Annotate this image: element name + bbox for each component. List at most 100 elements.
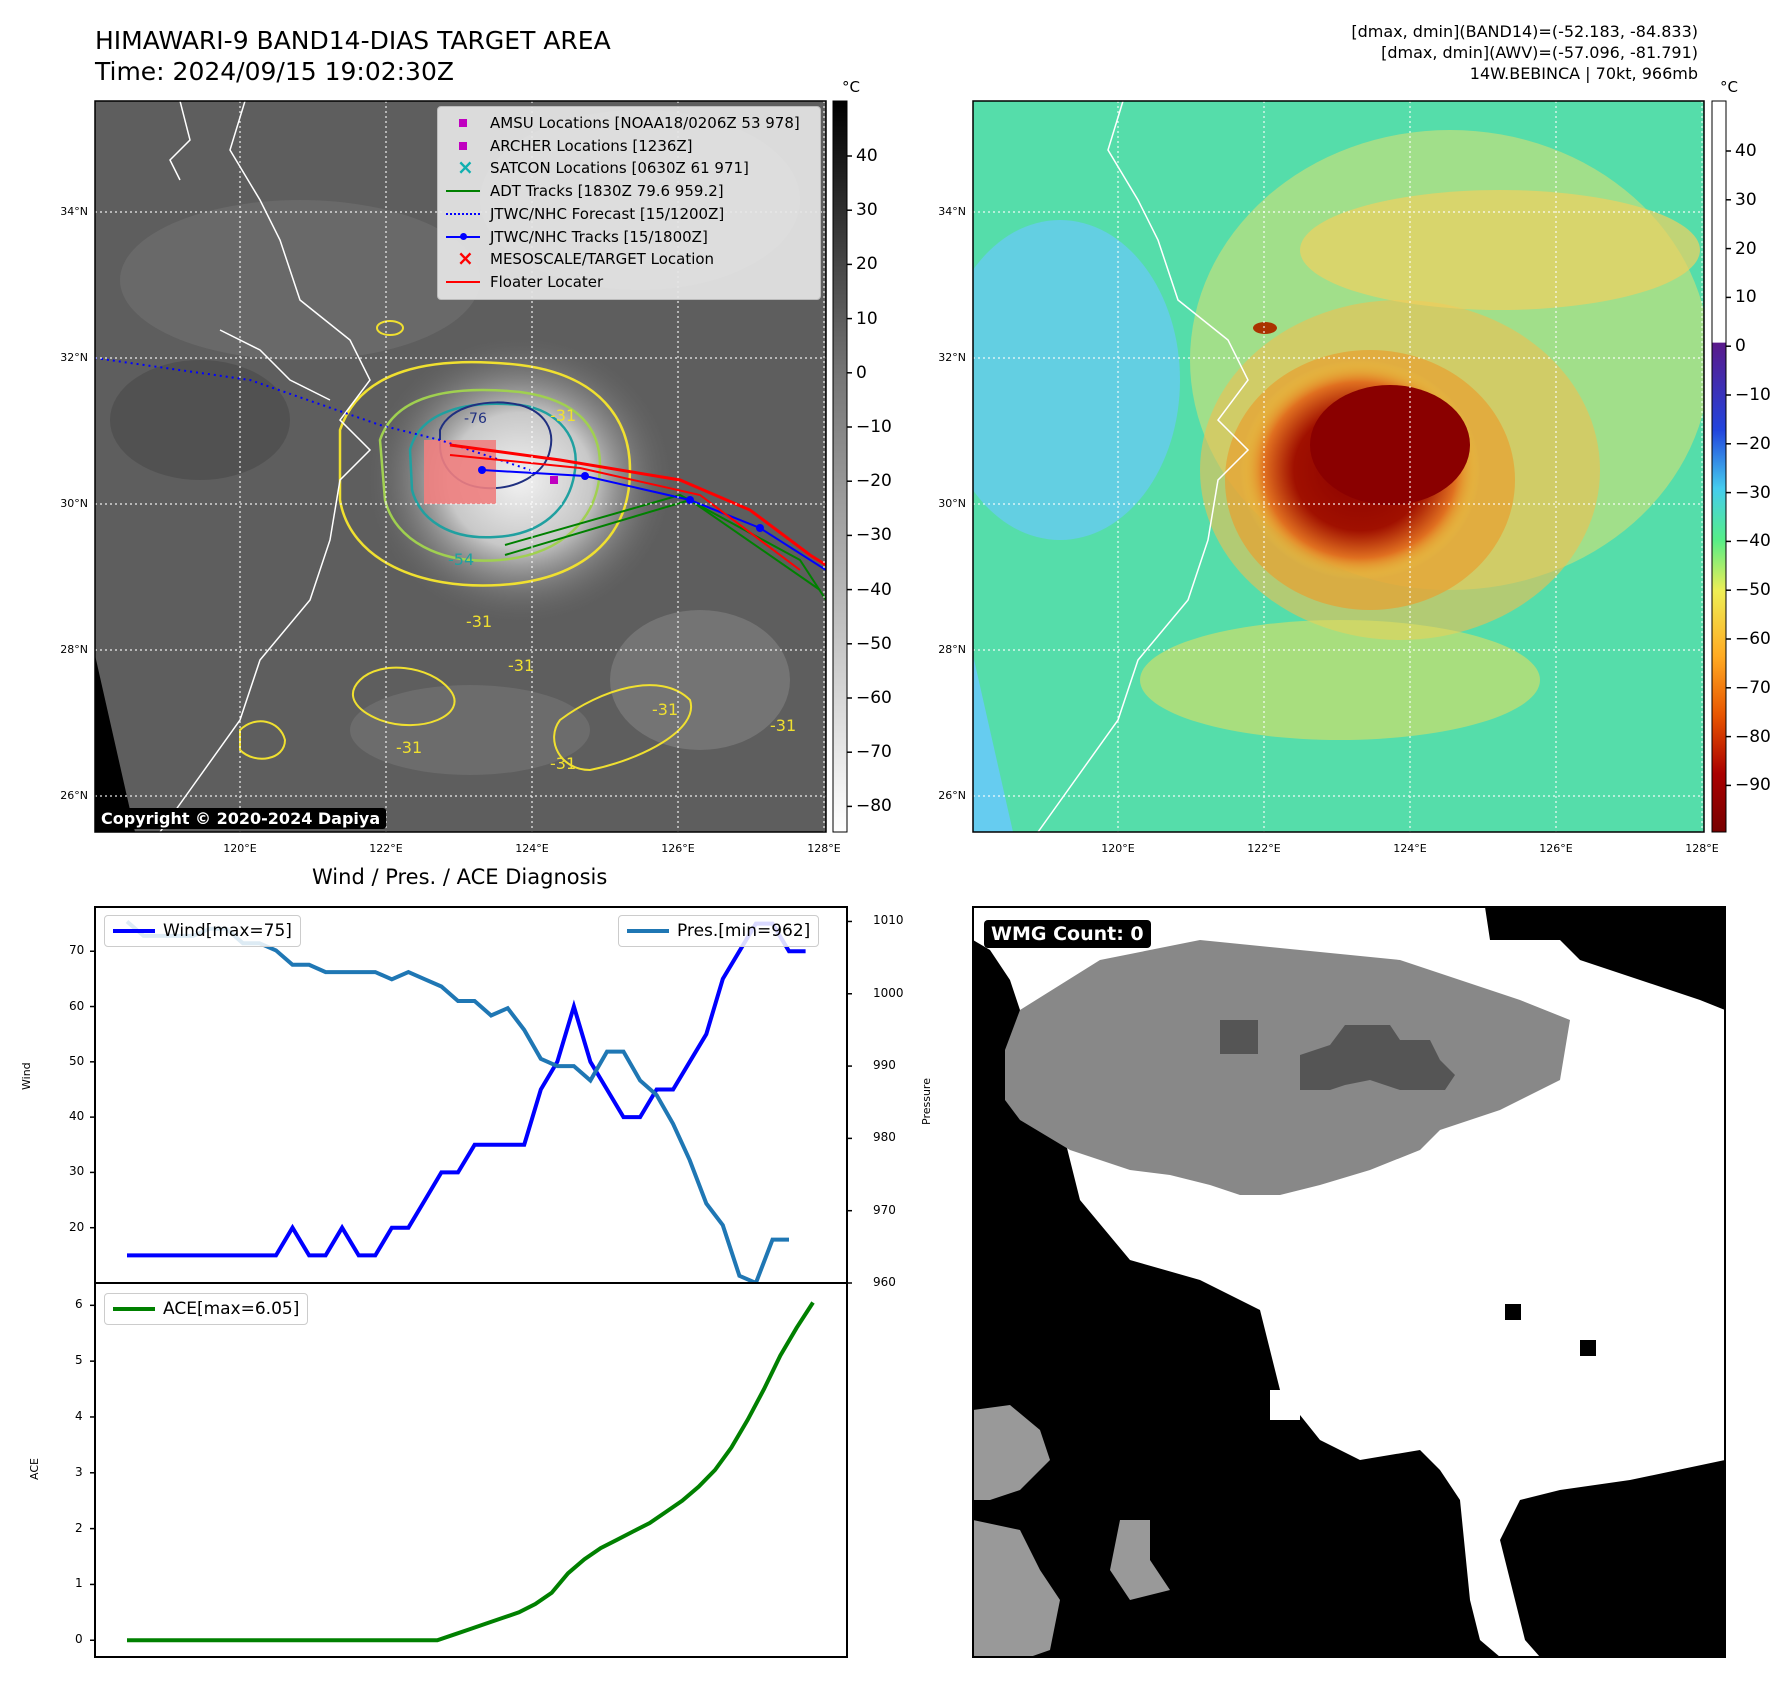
legend-marker: × — [457, 155, 474, 180]
figure-title: HIMAWARI-9 BAND14-DIAS TARGET AREA — [95, 26, 611, 55]
awv-colorbar-unit: °C — [1720, 78, 1738, 96]
awv-map — [972, 100, 1705, 833]
lon-label: 124°E — [1393, 842, 1427, 855]
map-legend-item: × SATCON Locations [0630Z 61 971] — [444, 155, 749, 180]
ir-colorbar-tick: −60 — [856, 688, 892, 708]
lon-label: 120°E — [223, 842, 257, 855]
legend-label: JTWC/NHC Forecast [15/1200Z] — [490, 204, 725, 223]
lat-label: 30°N — [60, 497, 88, 510]
pressure-axis-label: Pressure — [920, 1078, 933, 1125]
lat-label: 28°N — [938, 643, 966, 656]
wmg-panel — [972, 906, 1726, 1658]
map-legend: AMSU Locations [NOAA18/0206Z 53 978] ARCH… — [437, 106, 821, 300]
ace-tick-label: 3 — [75, 1464, 83, 1479]
adt-track — [504, 493, 826, 601]
lon-label: 124°E — [515, 842, 549, 855]
legend-label: JTWC/NHC Tracks [15/1800Z] — [490, 227, 708, 246]
legend-label: MESOSCALE/TARGET Location — [490, 250, 715, 269]
map-legend-item: Floater Locater — [444, 272, 603, 292]
ir-colorbar-tick: 10 — [856, 308, 878, 329]
awv-colorbar-tick: −80 — [1735, 726, 1771, 747]
pressure-tick-label: 970 — [873, 1202, 896, 1217]
legend-marker — [444, 181, 482, 201]
wind-tick-label: 40 — [69, 1109, 85, 1124]
wind-legend: Wind[max=75] — [104, 915, 301, 947]
diagnosis-title: Wind / Pres. / ACE Diagnosis — [312, 865, 608, 889]
wind-axis-label: Wind — [20, 1062, 33, 1090]
ace-axes — [94, 1282, 848, 1658]
ace-legend-label: ACE[max=6.05] — [163, 1299, 300, 1319]
pressure-tick-label: 960 — [873, 1275, 896, 1289]
awv-colorbar-tick: −30 — [1735, 482, 1771, 503]
wind-tick-label: 60 — [69, 998, 85, 1013]
ace-legend-swatch — [113, 1307, 155, 1311]
ace-tick-label: 4 — [75, 1408, 83, 1423]
legend-marker — [444, 113, 482, 133]
ir-colorbar-tick: −50 — [856, 633, 892, 654]
legend-label: ARCHER Locations [1236Z] — [490, 136, 693, 155]
map-legend-item: × MESOSCALE/TARGET Location — [444, 246, 715, 271]
ace-lines — [127, 1301, 815, 1643]
wind-tick-label: 50 — [69, 1053, 85, 1068]
lon-label: 122°E — [369, 842, 403, 855]
wmg-count-label: WMG Count: 0 — [984, 920, 1151, 948]
awv-colorbar — [1711, 100, 1727, 833]
map-legend-item: ADT Tracks [1830Z 79.6 959.2] — [444, 181, 724, 201]
ir-no-data-region — [95, 655, 135, 832]
pressure-tick-label: 1010 — [873, 913, 904, 928]
coastline — [159, 101, 372, 832]
pressure-tick-label: 1000 — [873, 985, 904, 1000]
contour-label-5: -31 — [396, 738, 423, 757]
ace-series-line — [127, 1301, 815, 1643]
awv-colorbar-tick: 10 — [1735, 287, 1757, 308]
ace-axis-label: ACE — [28, 1458, 41, 1480]
contour-minus31 — [338, 360, 632, 587]
lat-label: 28°N — [60, 643, 88, 656]
ir-colorbar — [832, 100, 848, 833]
wind-tick-label: 30 — [69, 1164, 85, 1179]
contour-label-3: -76 — [464, 411, 487, 427]
wind-pressure-axes — [94, 906, 848, 1284]
contour-label-8: -31 — [770, 716, 797, 735]
lat-label: 32°N — [60, 351, 88, 364]
contour-label-2: -54 — [448, 550, 475, 569]
wind-legend-swatch — [113, 929, 155, 933]
awv-colorbar-tick: −10 — [1735, 385, 1771, 405]
legend-marker — [444, 272, 482, 292]
map-legend-item: AMSU Locations [NOAA18/0206Z 53 978] — [444, 113, 800, 133]
contour-label-6: -31 — [652, 700, 679, 719]
ir-colorbar-tick: −10 — [856, 417, 892, 437]
awv-colorbar-tick: −40 — [1735, 531, 1771, 552]
map-legend-item: ARCHER Locations [1236Z] — [444, 136, 693, 156]
archer-location-marker — [550, 476, 558, 484]
ace-tick-label: 0 — [75, 1632, 83, 1647]
ir-colorbar-tick: 40 — [856, 146, 878, 166]
lon-label: 128°E — [807, 842, 841, 855]
legend-marker: × — [457, 246, 474, 271]
ir-colorbar-tick: −30 — [856, 525, 892, 546]
awv-colorbar-tick: −20 — [1735, 433, 1771, 454]
awv-colorbar-tick: −90 — [1735, 775, 1771, 796]
contour-mid — [378, 388, 602, 562]
ir-colorbar-tick: 30 — [856, 200, 878, 221]
wmg-gray-region — [1005, 940, 1570, 1195]
ace-tick-label: 5 — [75, 1353, 83, 1368]
contour-label-9: -31 — [550, 754, 577, 773]
contour-label-1: -31 — [550, 406, 577, 425]
ir-colorbar-tick: −20 — [856, 471, 892, 492]
wmg-dark-region — [1300, 1025, 1455, 1090]
lat-label: 26°N — [60, 789, 88, 802]
wind-series-line — [127, 921, 806, 1258]
tick-layer — [90, 150, 1731, 1642]
lon-label: 126°E — [661, 842, 695, 855]
pressure-tick-label: 980 — [873, 1130, 896, 1145]
contour-label-7: -31 — [508, 656, 535, 675]
awv-colorbar-tick: −60 — [1735, 629, 1771, 649]
map-legend-item: JTWC/NHC Tracks [15/1800Z] — [444, 227, 708, 247]
ace-legend: ACE[max=6.05] — [104, 1293, 309, 1325]
ir-colorbar-tick: −40 — [856, 579, 892, 600]
contour-label-4: -31 — [466, 612, 493, 631]
awv-colorbar-tick: 0 — [1735, 336, 1746, 357]
lat-label: 30°N — [938, 497, 966, 510]
